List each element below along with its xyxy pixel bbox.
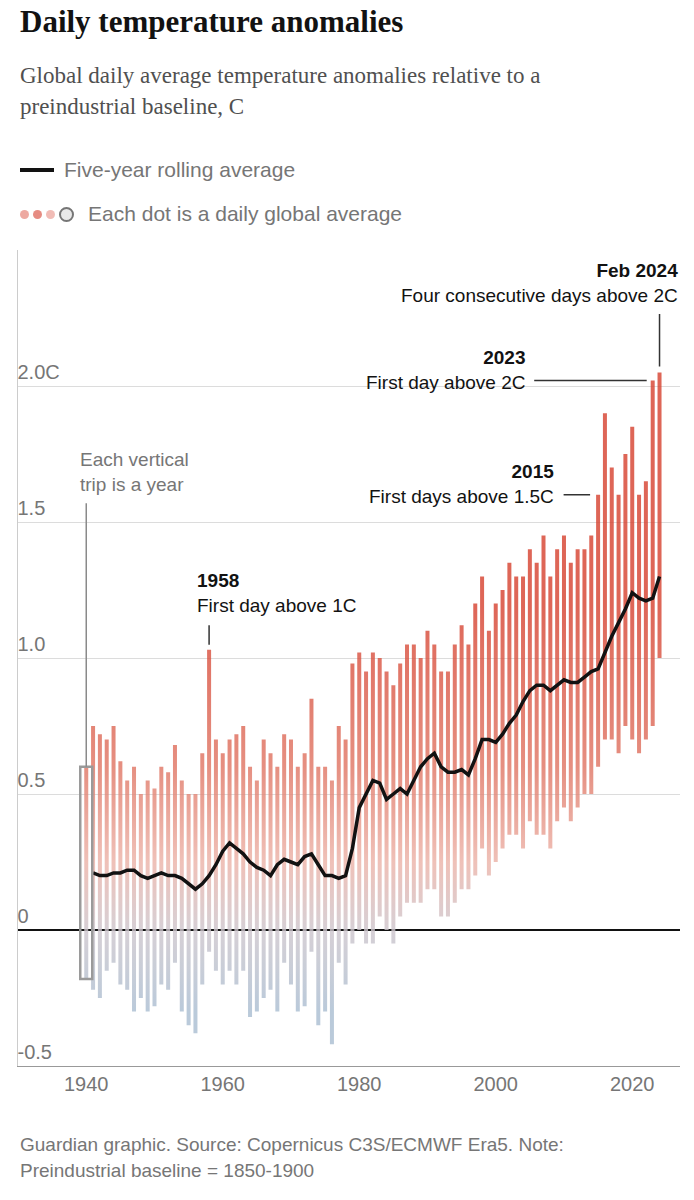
html-text:Guardian graphic. Source: Cope: Guardian graphic. Source: Copernicus C3S… — [20, 1134, 564, 1181]
html-text:Daily temperature anomalies: Daily temperature anomalies — [20, 4, 404, 39]
svg-text:0.5: 0.5 — [18, 769, 46, 791]
svg-text:1958First day above 1C: 1958First day above 1C — [197, 570, 356, 616]
svg-text:2023First day above 2C: 2023First day above 2C — [366, 347, 525, 393]
svg-text:2.0C: 2.0C — [18, 361, 60, 383]
html-text:Global daily average temperatu: Global daily average temperature anomali… — [20, 63, 541, 119]
html-text:Five-year rolling average: Five-year rolling average — [64, 158, 296, 181]
svg-text:1.0: 1.0 — [18, 633, 46, 655]
svg-text:1960: 1960 — [200, 1073, 245, 1095]
html-text:Each dot is a daily global ave: Each dot is a daily global average — [88, 202, 402, 225]
svg-text:Feb 2024Four consecutive days: Feb 2024Four consecutive days above 2C — [401, 260, 678, 306]
svg-text:1.5: 1.5 — [18, 497, 46, 519]
svg-text:2020: 2020 — [610, 1073, 655, 1095]
svg-text:1940: 1940 — [64, 1073, 109, 1095]
svg-text:Each verticaltrip is a year: Each verticaltrip is a year — [80, 449, 189, 495]
svg-text:2000: 2000 — [473, 1073, 517, 1095]
svg-text:1980: 1980 — [337, 1073, 382, 1095]
svg-text:0: 0 — [18, 905, 29, 927]
svg-text:2015First days above 1.5C: 2015First days above 1.5C — [369, 461, 554, 507]
svg-text:-0.5: -0.5 — [18, 1041, 52, 1063]
